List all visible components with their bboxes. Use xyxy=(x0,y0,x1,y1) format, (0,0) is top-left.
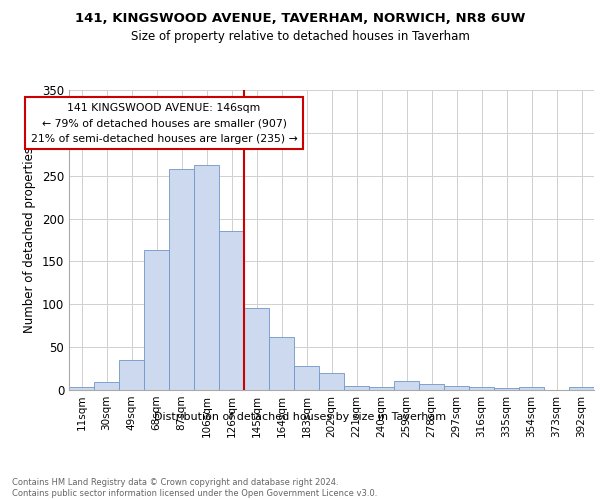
Bar xyxy=(344,386,369,390)
Bar xyxy=(219,232,244,390)
Bar xyxy=(69,388,94,390)
Bar xyxy=(494,388,519,390)
Bar xyxy=(169,169,194,390)
Bar xyxy=(444,386,469,390)
Bar xyxy=(519,388,544,390)
Bar xyxy=(144,250,169,390)
Bar xyxy=(394,382,419,390)
Y-axis label: Number of detached properties: Number of detached properties xyxy=(23,147,37,333)
Bar xyxy=(294,366,319,390)
Text: 141, KINGSWOOD AVENUE, TAVERHAM, NORWICH, NR8 6UW: 141, KINGSWOOD AVENUE, TAVERHAM, NORWICH… xyxy=(75,12,525,26)
Bar xyxy=(369,386,394,390)
Bar xyxy=(269,337,294,390)
Bar xyxy=(194,164,219,390)
Bar xyxy=(569,388,594,390)
Bar xyxy=(469,388,494,390)
Text: Distribution of detached houses by size in Taverham: Distribution of detached houses by size … xyxy=(154,412,446,422)
Bar xyxy=(94,382,119,390)
Text: Contains HM Land Registry data © Crown copyright and database right 2024.
Contai: Contains HM Land Registry data © Crown c… xyxy=(12,478,377,498)
Text: 141 KINGSWOOD AVENUE: 146sqm
← 79% of detached houses are smaller (907)
21% of s: 141 KINGSWOOD AVENUE: 146sqm ← 79% of de… xyxy=(31,103,298,144)
Bar xyxy=(319,373,344,390)
Bar xyxy=(244,308,269,390)
Bar xyxy=(119,360,144,390)
Text: Size of property relative to detached houses in Taverham: Size of property relative to detached ho… xyxy=(131,30,469,43)
Bar xyxy=(419,384,444,390)
